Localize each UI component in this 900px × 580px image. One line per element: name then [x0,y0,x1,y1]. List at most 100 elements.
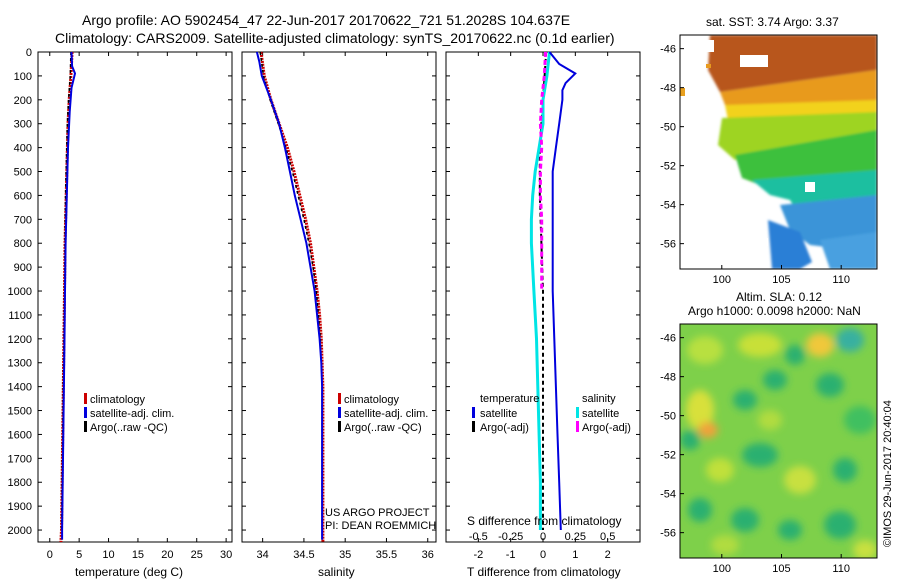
legend-label: Argo(-adj) [582,422,631,434]
x-tick-label: 2 [605,549,611,561]
depth-tick-label: 400 [14,143,32,155]
map-y-tick-label: -52 [660,161,676,173]
satellite-line [61,51,77,540]
legend-label: satellite [582,408,619,420]
sst-frame [679,34,878,270]
temperature-xlabel: temperature (deg C) [75,565,183,579]
depth-tick-label: 2000 [8,525,32,537]
depth-tick-label: 1400 [8,382,32,394]
depth-tick-label: 100 [14,71,32,83]
t-satellite-line [548,51,577,531]
legend-label: Argo(..raw -QC) [90,422,168,434]
x-tick-label: 20 [161,549,173,561]
x-tick-label: 1 [572,549,578,561]
legend-label: climatology [90,394,146,406]
legend-title-temperature: temperature [480,393,539,405]
map-y-tick-label: -46 [660,44,676,56]
climatology-line [259,51,325,542]
salinity-xlabel: salinity [318,565,355,579]
x2-tick-label: 0.5 [600,531,615,543]
x-tick-label: 35.5 [376,549,397,561]
depth-tick-label: 1000 [8,286,32,298]
sla-frame [679,323,878,559]
depth-tick-label: 800 [14,238,32,250]
satellite-line [255,51,324,540]
depth-tick-labels: 0 100 200 300 400 500 600 700 800 900 1000 1100 1200… [8,47,32,537]
depth-tick-label: 1300 [8,358,32,370]
legend-swatch-s-satellite [576,407,579,418]
difference-legend: temperature salinity satellite Argo(-adj… [472,393,631,434]
depth-tick-label: 1600 [8,429,32,441]
difference-xlabel: T difference from climatology [467,565,621,579]
difference-series [529,51,577,531]
map-y-tick-label: -46 [660,333,676,345]
legend-swatch-satellite [84,407,87,418]
x-tick-label: 25 [191,549,203,561]
legend-swatch-t-argo [472,421,475,432]
map-x-tick-label: 105 [772,274,790,286]
depth-tick-label: 300 [14,119,32,131]
x-tick-label: 5 [76,549,82,561]
depth-tick-label: 1500 [8,406,32,418]
salinity-series [255,51,325,542]
depth-tick-label: 0 [26,47,32,59]
sla-title: Altim. SLA: 0.12 [736,290,822,304]
depth-tick-label: 1200 [8,334,32,346]
s-satellite-line [529,51,551,530]
map-y-tick-label: -54 [660,489,676,501]
temperature-legend: climatology satellite-adj. clim. Argo(..… [84,393,174,434]
depth-tick-label: 1800 [8,477,32,489]
depth-tick-label: 900 [14,262,32,274]
map-y-tick-label: -56 [660,239,676,251]
project-annotation: US ARGO PROJECT [325,507,430,519]
sst-title: sat. SST: 3.74 Argo: 3.37 [706,15,839,29]
temperature-series [59,51,77,543]
temperature-axes [37,51,233,543]
depth-tick-label: 500 [14,167,32,179]
depth-tick-label: 1700 [8,453,32,465]
map-x-tick-label: 105 [772,563,790,575]
x2-tick-label: -0.5 [469,531,488,543]
legend-label: Argo(-adj) [480,422,529,434]
sla-map [680,324,877,558]
legend-swatch-s-argo [576,421,579,432]
x-tick-label: -1 [506,549,516,561]
x-tick-label: -2 [473,549,483,561]
credit-text: ©IMOS 29-Jun-2017 20:40:04 [882,400,894,547]
map-x-tick-label: 110 [832,274,850,286]
map-y-tick-label: -52 [660,450,676,462]
sla-subtitle: Argo h1000: 0.0098 h2000: NaN [688,304,861,318]
x-tick-label: 10 [102,549,114,561]
x-tick-label: 36 [422,549,434,561]
difference-xlabel-2: S difference from climatology [467,514,622,528]
legend-label: satellite-adj. clim. [344,408,428,420]
x-tick-label: 0 [540,549,546,561]
legend-swatch-climatology [84,393,87,404]
legend-title-salinity: salinity [582,393,616,405]
map-y-tick-label: -56 [660,528,676,540]
salinity-legend: climatology satellite-adj. clim. Argo(..… [338,393,428,434]
x-tick-label: 35 [339,549,351,561]
map-y-tick-label: -48 [660,83,676,95]
map-y-tick-label: -48 [660,372,676,384]
salinity-axes [241,51,437,543]
header-line-2: Climatology: CARS2009. Satellite-adjuste… [55,30,615,46]
sst-map [680,35,877,269]
legend-swatch-satellite [338,407,341,418]
legend-swatch-argo [338,421,341,432]
legend-swatch-climatology [338,393,341,404]
legend-label: climatology [344,394,400,406]
map-x-tick-label: 110 [832,563,850,575]
x2-tick-label: 0.25 [565,531,586,543]
header-line-1: Argo profile: AO 5902454_47 22-Jun-2017 … [82,12,570,28]
depth-tick-label: 600 [14,190,32,202]
depth-tick-label: 1900 [8,501,32,513]
pi-annotation: PI: DEAN ROEMMICH [325,520,436,532]
depth-tick-label: 700 [14,214,32,226]
legend-label: satellite [480,408,517,420]
map-x-tick-label: 100 [713,563,731,575]
map-y-tick-label: -50 [660,122,676,134]
panel-ticks: 0 5 10 15 20 25 30 34 34.5 35 35.5 36 -2 -1 0 1 2 -0.5 -0.… [38,51,640,561]
legend-swatch-t-satellite [472,407,475,418]
